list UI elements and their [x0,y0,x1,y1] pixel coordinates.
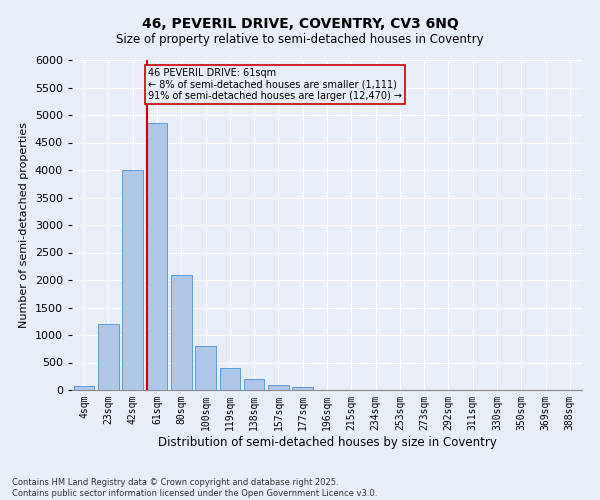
Bar [146,123,167,390]
Bar [171,274,191,390]
Bar [74,386,94,390]
Text: 46 PEVERIL DRIVE: 61sqm
← 8% of semi-detached houses are smaller (1,111)
91% of : 46 PEVERIL DRIVE: 61sqm ← 8% of semi-det… [148,68,402,102]
Bar [292,386,313,390]
Bar [268,384,289,390]
Y-axis label: Number of semi-detached properties: Number of semi-detached properties [19,122,29,328]
Text: Size of property relative to semi-detached houses in Coventry: Size of property relative to semi-detach… [116,32,484,46]
Bar [244,379,265,390]
Text: Contains HM Land Registry data © Crown copyright and database right 2025.
Contai: Contains HM Land Registry data © Crown c… [12,478,377,498]
Text: 46, PEVERIL DRIVE, COVENTRY, CV3 6NQ: 46, PEVERIL DRIVE, COVENTRY, CV3 6NQ [142,18,458,32]
Bar [220,368,240,390]
Bar [122,170,143,390]
Bar [195,346,216,390]
Bar [98,324,119,390]
X-axis label: Distribution of semi-detached houses by size in Coventry: Distribution of semi-detached houses by … [158,436,496,448]
